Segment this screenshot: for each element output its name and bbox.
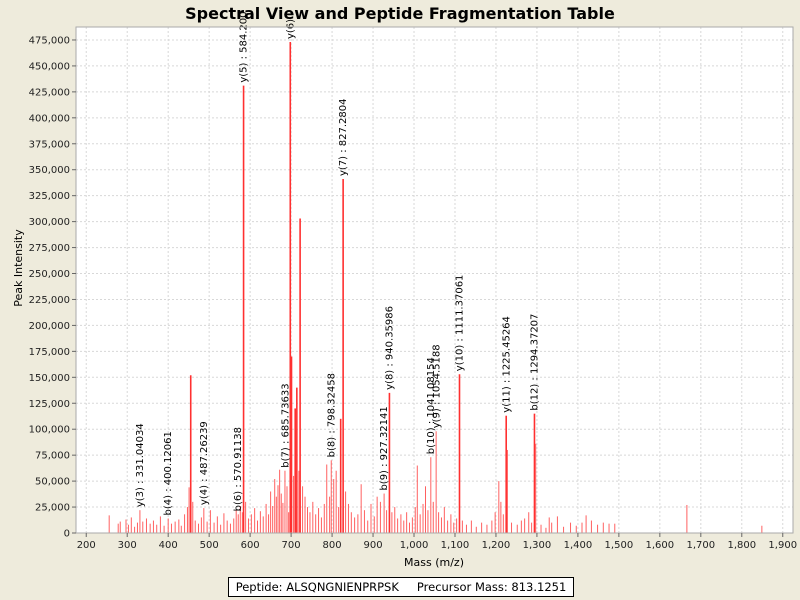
x-tick-label: 900 [363,540,382,551]
y-tick-label: 200,000 [29,321,70,332]
peak-annotation-label: y(8) : 940.35986 [385,306,396,390]
peptide-info-box: Peptide: ALSQNGNIENPRPSK Precursor Mass:… [228,577,574,597]
x-tick-label: 500 [200,540,219,551]
x-tick-label: 1,100 [441,540,470,551]
peak-annotation-label: b(9) : 927.32141 [379,406,390,490]
axes: 200 300 400 500 600 700 800 900 1,000 1,100 1,200 1… [29,26,797,551]
plot-area [76,27,793,533]
y-tick-label: 300,000 [29,217,70,228]
x-tick-label: 1,300 [523,540,552,551]
y-tick-label: 425,000 [29,87,70,98]
y-tick-label: 175,000 [29,347,70,358]
y-tick-label: 225,000 [29,295,70,306]
x-tick-label: 300 [118,540,137,551]
x-tick-label: 600 [241,540,260,551]
peak-annotations: y(3) : 331.04034 b(4) : 400.12061 y(4) : 4… [135,11,541,515]
x-tick-label: 1,800 [727,540,756,551]
y-tick-label: 450,000 [29,61,70,72]
x-tick-label: 400 [159,540,178,551]
x-tick-label: 1,400 [564,540,593,551]
x-axis-title: Mass (m/z) [404,556,464,569]
grid-lines [76,27,793,534]
peak-annotation-label: y(7) : 827.2804 [338,99,349,177]
y-tick-label: 350,000 [29,165,70,176]
x-tick-label: 1,600 [646,540,675,551]
x-tick-label: 1,500 [605,540,634,551]
peak-annotation-label: y(11) : 1225.45264 [501,316,512,413]
x-tick-label: 1,200 [482,540,511,551]
peak-annotation-label: b(7) : 685.73633 [280,383,291,467]
x-tick-label: 1,000 [400,540,429,551]
y-tick-label: 0 [64,529,70,540]
peak-annotation-label: b(8) : 798.32458 [326,373,337,457]
y-tick-label: 100,000 [29,425,70,436]
y-tick-label: 325,000 [29,191,70,202]
peak-annotation-label: b(6) : 570.91138 [233,427,244,511]
x-tick-label: 800 [323,540,342,551]
x-tick-label: 1,700 [686,540,715,551]
chart-title: Spectral View and Peptide Fragmentation … [185,4,615,23]
peak-annotation-label: y(9) : 1054.5188 [431,344,442,428]
x-tick-label: 200 [77,540,96,551]
peak-annotation-label: y(6) : [285,12,296,39]
y-tick-label: 400,000 [29,113,70,124]
peaks [108,42,763,533]
peak-annotation-label: b(4) : 400.12061 [163,431,174,515]
peptide-label: Peptide: ALSQNGNIENPRPSK [235,580,399,594]
y-tick-label: 75,000 [35,451,70,462]
y-tick-label: 375,000 [29,139,70,150]
peak-annotation-label: b(10) : 1041.08154 [426,357,437,454]
y-axis-title: Peak Intensity [12,229,25,307]
y-tick-label: 125,000 [29,399,70,410]
x-tick-label: 1,900 [768,540,797,551]
y-tick-label: 50,000 [35,477,70,488]
peak-annotation-label: y(4) : 487.26239 [199,421,210,505]
y-tick-label: 250,000 [29,269,70,280]
precursor-mass-label: Precursor Mass: 813.1251 [416,580,567,594]
peak-annotation-label: b(12) : 1294.37207 [530,314,541,411]
peak-annotation-label: y(5) : 584.200 [239,11,250,82]
y-tick-label: 25,000 [35,503,70,514]
y-tick-label: 475,000 [29,35,70,46]
peak-annotation-label: y(3) : 331.04034 [135,423,146,507]
plot-border [75,26,794,534]
y-tick-label: 150,000 [29,373,70,384]
peak-annotation-label: y(10) : 1111.37061 [455,275,466,372]
y-tick-label: 275,000 [29,243,70,254]
x-tick-label: 700 [282,540,301,551]
